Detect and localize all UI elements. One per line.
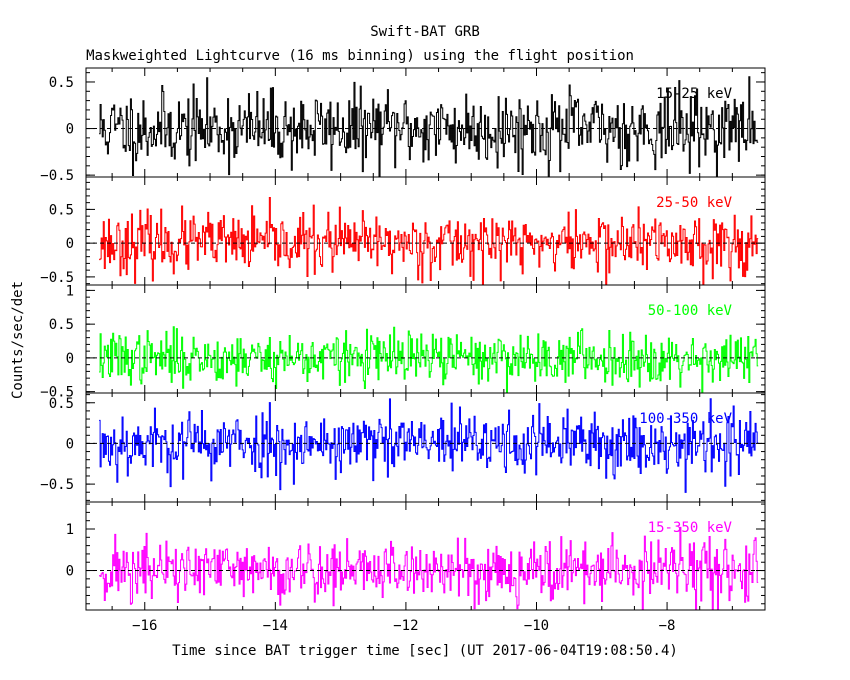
y-axis-label: Counts/sec/det (10, 281, 26, 399)
y-tick-label: 0 (66, 564, 74, 580)
series-line-5 (99, 526, 759, 610)
series-line-3 (99, 326, 759, 393)
y-tick-label: −0.5 (40, 270, 74, 286)
y-tick-label: −0.5 (40, 385, 74, 401)
y-tick-label: 0.5 (49, 317, 74, 333)
band-label: 50-100 keV (648, 303, 733, 319)
y-tick-label: 1 (66, 522, 74, 538)
x-tick-label: −14 (263, 618, 288, 634)
chart-title: Swift-BAT GRB (370, 24, 480, 40)
y-tick-label: −0.5 (40, 168, 74, 184)
y-tick-label: 0.5 (49, 202, 74, 218)
y-tick-label: 0 (66, 122, 74, 138)
panel-frame (85, 501, 766, 611)
y-tick-label: −0.5 (40, 477, 74, 493)
y-tick-label: 0.5 (49, 396, 74, 412)
y-tick-label: 0.5 (49, 75, 74, 91)
band-label: 15-350 keV (648, 520, 733, 536)
x-axis-label: Time since BAT trigger time [sec] (UT 20… (172, 643, 678, 659)
band-label: 15-25 keV (656, 86, 732, 102)
panel-5: 0 1 15-350 keV −16 −14 −12 −10 −8 (66, 501, 766, 634)
panel-1: −0.5 0 0.5 15-25 keV (40, 67, 766, 184)
chart-subtitle: Maskweighted Lightcurve (16 ms binning) … (86, 48, 634, 64)
y-tick-label: 0 (66, 236, 74, 252)
band-label: 25-50 keV (656, 195, 732, 211)
y-tick-label: 1 (66, 283, 74, 299)
x-tick-label: −16 (132, 618, 157, 634)
series-line-1 (99, 76, 759, 177)
y-tick-label: 0 (66, 351, 74, 367)
panels-group: −0.500.515-25 keV−0.500.5 25-50 keV−0.500… (40, 67, 766, 634)
panel-4: −0.5 0 0.5 100-350 keV (40, 392, 766, 503)
band-label: 100-350 keV (639, 411, 732, 427)
y-tick-label: 0 (66, 436, 74, 452)
series-line-2 (99, 196, 759, 285)
panel-3: −0.5 0 0.5 1 50-100 keV (40, 283, 766, 401)
x-tick-label: −8 (659, 618, 676, 634)
x-tick-label: −10 (524, 618, 549, 634)
x-tick-label: −12 (393, 618, 418, 634)
